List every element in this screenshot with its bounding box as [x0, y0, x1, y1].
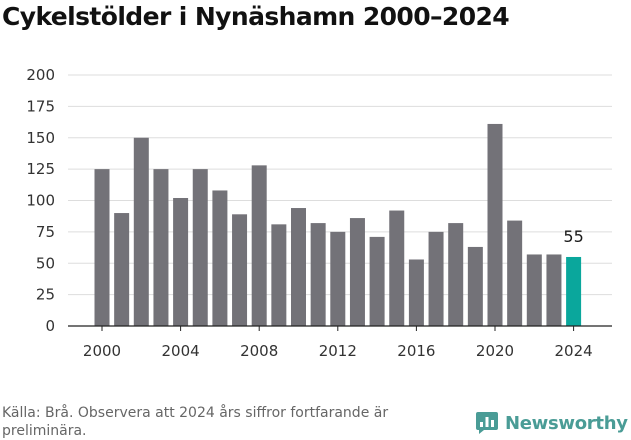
bar-2010: [291, 208, 306, 326]
x-tick-label: 2000: [83, 342, 121, 360]
bar-2001: [114, 213, 130, 326]
bar-2004: [173, 197, 189, 326]
bar-2024: [566, 256, 582, 326]
x-tick-label: 2024: [555, 342, 593, 360]
y-tick-label: 200: [26, 66, 55, 84]
bar-2015: [389, 210, 405, 326]
bar-2017: [428, 231, 444, 326]
bar-2009: [271, 224, 287, 326]
bar-2016: [408, 259, 424, 326]
bar-2000: [94, 169, 110, 326]
bar-2018: [448, 223, 464, 326]
y-tick-label: 25: [36, 286, 55, 304]
newsworthy-chat-chart-icon: [476, 412, 498, 434]
bar-2007: [232, 214, 248, 326]
bar-2019: [467, 246, 483, 326]
x-tick-label: 2004: [162, 342, 200, 360]
bar-2003: [153, 169, 169, 326]
data-label: 55: [563, 227, 583, 246]
y-tick-label: 125: [26, 160, 55, 178]
axis-ticks: 0 25 50 75 100 125 150 175 200 2000 2004 2008 2012 20…: [26, 66, 592, 360]
bar-2014: [369, 236, 385, 326]
bar-2012: [330, 231, 346, 326]
y-tick-label: 75: [36, 223, 55, 241]
data-labels: 55: [563, 227, 583, 246]
y-tick-label: 0: [45, 317, 55, 335]
newsworthy-logo: Newsworthy: [476, 408, 628, 438]
y-tick-label: 50: [36, 254, 55, 272]
x-tick-label: 2012: [319, 342, 357, 360]
y-tick-label: 100: [26, 192, 55, 210]
bar-2011: [310, 223, 326, 326]
bar-2021: [507, 220, 523, 326]
bar-2023: [546, 254, 562, 326]
x-tick-label: 2020: [476, 342, 514, 360]
bar-2006: [212, 190, 228, 326]
chart-title: Cykelstölder i Nynäshamn 2000–2024: [2, 2, 510, 31]
bar-2013: [349, 218, 365, 326]
y-tick-label: 175: [26, 97, 55, 115]
source-note: Källa: Brå. Observera att 2024 års siffr…: [2, 405, 389, 439]
bar-2008: [251, 165, 267, 326]
bars: [94, 123, 582, 326]
logo-text: Newsworthy: [505, 412, 628, 434]
bar-2020: [487, 123, 503, 326]
bar-2022: [526, 254, 542, 326]
bar-2005: [192, 169, 208, 326]
y-tick-label: 150: [26, 129, 55, 147]
x-tick-label: 2016: [397, 342, 435, 360]
x-tick-label: 2008: [240, 342, 278, 360]
bar-2002: [133, 137, 149, 326]
